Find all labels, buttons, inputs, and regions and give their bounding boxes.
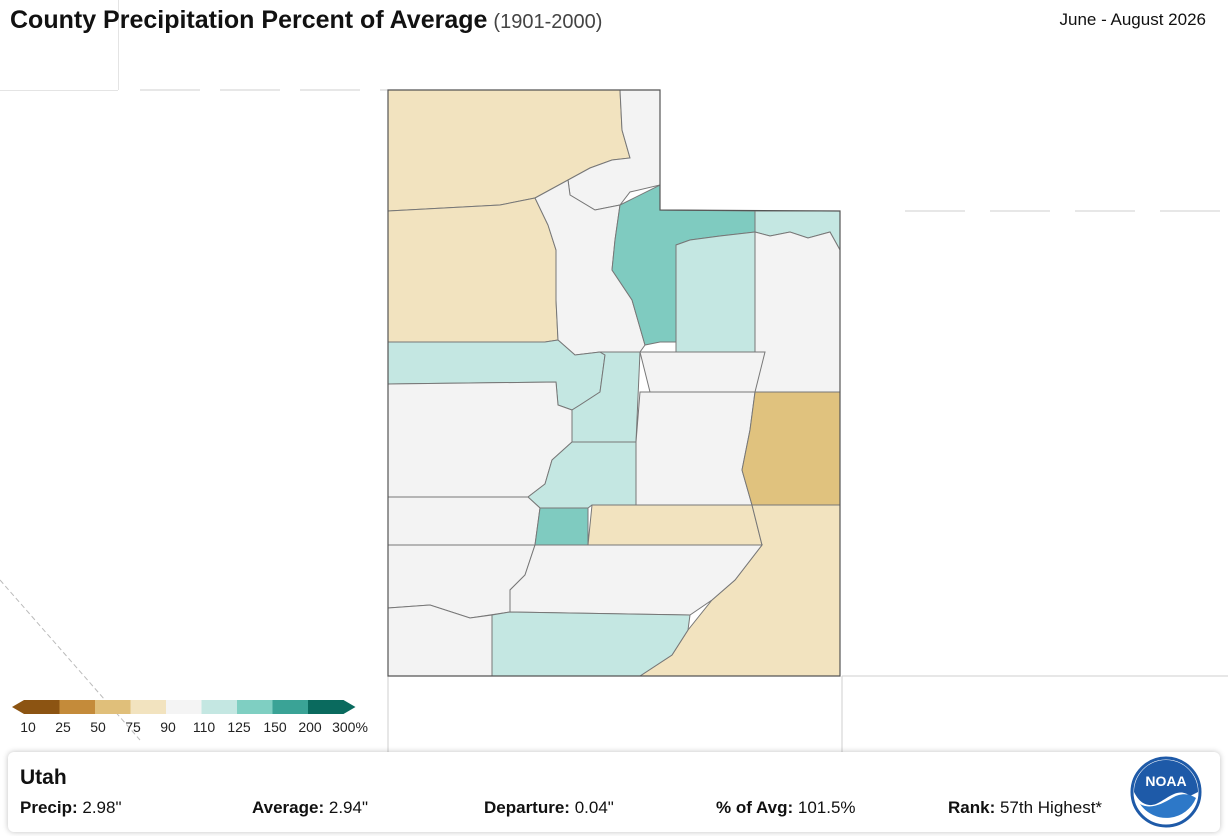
legend-label-300: 300%	[332, 719, 368, 735]
legend-arrow-low	[12, 700, 24, 714]
stat-average: Average: 2.94"	[252, 798, 368, 818]
legend-swatch-4	[166, 700, 202, 714]
county-duchesne[interactable]	[675, 231, 756, 353]
legend-swatch-1	[59, 700, 95, 714]
county-sanpete[interactable]	[571, 351, 641, 443]
legend-label-200: 200	[298, 719, 322, 735]
legend-label-75: 75	[125, 719, 141, 735]
legend-colorbar	[12, 700, 356, 714]
rank-value: 57th Highest*	[999, 798, 1103, 817]
noaa-logo-text: NOAA	[1145, 773, 1186, 789]
county-carbon[interactable]	[639, 351, 766, 393]
map-title: County Precipitation Percent of Average	[10, 6, 488, 34]
utah-county-map	[0, 89, 1228, 752]
legend-swatch-5	[201, 700, 237, 714]
stat-pct-of-avg: % of Avg: 101.5%	[716, 798, 856, 818]
legend-swatch-7	[272, 700, 308, 714]
legend-label-125: 125	[227, 719, 251, 735]
county-beaver[interactable]	[387, 496, 541, 546]
corner-divider-vertical	[118, 0, 119, 90]
legend-label-50: 50	[90, 719, 106, 735]
legend-swatch-8	[308, 700, 344, 714]
map-header: County Precipitation Percent of Average(…	[10, 6, 602, 35]
county-emery[interactable]	[635, 391, 756, 506]
county-uintah[interactable]	[754, 231, 841, 393]
county-wayne[interactable]	[587, 504, 763, 546]
noaa-logo-icon[interactable]: NOAA	[1130, 756, 1202, 828]
departure-label: Departure:	[484, 798, 570, 817]
corner-divider-horizontal	[0, 90, 118, 91]
stat-precip: Precip: 2.98"	[20, 798, 122, 818]
average-value: 2.94"	[328, 798, 368, 817]
pct-label: % of Avg:	[716, 798, 794, 817]
time-period: June - August 2026	[1059, 10, 1206, 29]
pct-value: 101.5%	[797, 798, 856, 817]
stat-departure: Departure: 0.04"	[484, 798, 614, 818]
rank-label: Rank:	[948, 798, 996, 817]
precip-value: 2.98"	[82, 798, 122, 817]
state-summary-panel: Utah Precip: 2.98" Average: 2.94" Depart…	[8, 752, 1220, 832]
legend-arrow-high	[343, 700, 356, 714]
legend-swatch-6	[237, 700, 273, 714]
precip-label: Precip:	[20, 798, 78, 817]
legend: 10 25 50 75 90 110 125 150 200 300%	[10, 698, 380, 742]
counties	[387, 89, 841, 677]
legend-swatch-3	[130, 700, 166, 714]
legend-label-150: 150	[263, 719, 287, 735]
legend-label-110: 110	[192, 719, 216, 735]
average-label: Average:	[252, 798, 325, 817]
county-piute[interactable]	[534, 507, 589, 546]
utah-state-outline	[387, 89, 841, 677]
map-subtitle: (1901-2000)	[493, 11, 603, 33]
state-name: Utah	[20, 766, 67, 789]
legend-label-10: 10	[20, 719, 36, 735]
departure-value: 0.04"	[574, 798, 614, 817]
stat-rank: Rank: 57th Highest*	[948, 798, 1102, 818]
county-millard[interactable]	[387, 381, 573, 498]
legend-swatch-2	[95, 700, 131, 714]
county-grand[interactable]	[741, 391, 841, 506]
county-tooele[interactable]	[387, 197, 559, 343]
legend-label-25: 25	[55, 719, 71, 735]
legend-swatch-0	[24, 700, 60, 714]
legend-label-90: 90	[160, 719, 176, 735]
